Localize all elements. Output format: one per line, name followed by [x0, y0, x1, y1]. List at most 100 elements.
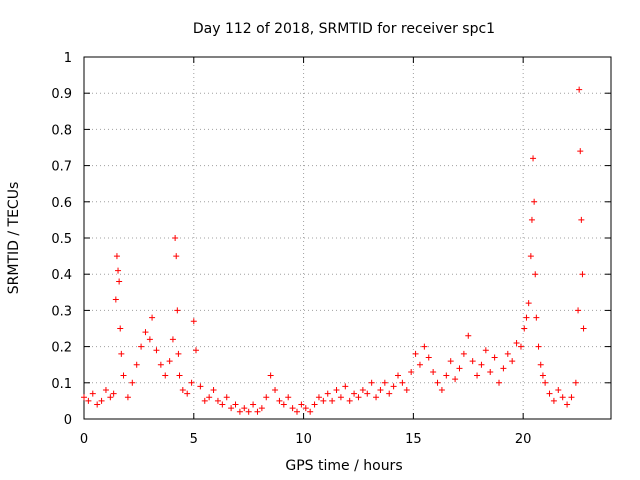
data-point	[157, 361, 164, 368]
data-point	[533, 314, 540, 321]
y-tick-label: 0.2	[51, 341, 72, 356]
data-point	[395, 372, 402, 379]
data-point	[525, 300, 532, 307]
data-point	[293, 408, 300, 415]
data-point	[173, 253, 180, 260]
data-point	[175, 350, 182, 357]
data-point	[169, 336, 176, 343]
data-point	[434, 379, 441, 386]
data-point	[267, 372, 274, 379]
y-tick-label: 0	[64, 413, 72, 428]
data-point	[112, 296, 119, 303]
data-point	[575, 307, 582, 314]
data-point	[500, 365, 507, 372]
data-point	[572, 379, 579, 386]
data-point	[438, 387, 445, 394]
data-point	[184, 390, 191, 397]
data-point	[531, 198, 538, 205]
data-point	[98, 397, 105, 404]
data-point	[116, 278, 123, 285]
data-point	[102, 387, 109, 394]
data-point	[521, 325, 528, 332]
data-point	[166, 358, 173, 365]
data-point	[214, 397, 221, 404]
data-point	[89, 390, 96, 397]
data-point	[487, 368, 494, 375]
x-tick-label: 10	[295, 432, 312, 447]
data-point	[176, 372, 183, 379]
data-point	[315, 394, 322, 401]
y-axis-title: SRMTID / TECUs	[6, 182, 22, 295]
data-point	[425, 354, 432, 361]
data-point	[491, 354, 498, 361]
data-point	[219, 401, 226, 408]
data-point	[236, 408, 243, 415]
data-point	[509, 358, 516, 365]
data-point	[118, 350, 125, 357]
data-point	[443, 372, 450, 379]
data-point	[504, 350, 511, 357]
data-point	[542, 379, 549, 386]
data-point	[146, 336, 153, 343]
data-point	[456, 365, 463, 372]
data-point	[324, 390, 331, 397]
data-point	[555, 387, 562, 394]
data-point	[403, 387, 410, 394]
data-point	[81, 394, 87, 401]
data-point	[162, 372, 169, 379]
y-tick-label: 0.1	[51, 377, 72, 392]
data-point	[368, 379, 375, 386]
data-point	[337, 394, 344, 401]
data-point	[188, 379, 195, 386]
data-point	[351, 390, 358, 397]
data-point	[120, 372, 127, 379]
data-point	[311, 401, 318, 408]
x-tick-label: 20	[515, 432, 532, 447]
data-point	[539, 372, 546, 379]
data-point	[192, 347, 199, 354]
data-point	[577, 148, 584, 155]
data-point	[302, 405, 309, 412]
data-point	[85, 397, 92, 404]
data-point	[527, 253, 534, 260]
data-point	[474, 372, 481, 379]
data-point	[149, 314, 156, 321]
axis-ticks: 00.10.20.30.40.50.60.70.80.910 5 10 15 20	[51, 51, 611, 447]
data-point	[469, 358, 476, 365]
data-point	[241, 405, 248, 412]
data-point	[537, 361, 544, 368]
data-point	[460, 350, 467, 357]
data-point	[576, 86, 583, 93]
data-point	[142, 329, 149, 336]
data-point	[179, 387, 186, 394]
x-tick-label: 15	[405, 432, 422, 447]
data-point	[550, 397, 557, 404]
data-point	[263, 394, 270, 401]
y-tick-label: 0.3	[51, 304, 72, 319]
data-point	[115, 267, 122, 274]
data-point	[124, 394, 131, 401]
data-point	[482, 347, 489, 354]
data-point	[535, 343, 542, 350]
data-point	[568, 394, 575, 401]
data-point	[412, 350, 419, 357]
data-point	[250, 401, 257, 408]
data-point	[386, 390, 393, 397]
data-point	[416, 361, 423, 368]
data-point	[272, 387, 279, 394]
data-point	[342, 383, 349, 390]
y-tick-label: 0.5	[51, 232, 72, 247]
data-point	[564, 401, 571, 408]
data-point	[138, 343, 145, 350]
data-point	[513, 339, 520, 346]
data-point	[320, 397, 327, 404]
data-point	[197, 383, 204, 390]
data-point	[346, 397, 353, 404]
y-tick-label: 1	[64, 51, 72, 66]
data-point	[107, 394, 114, 401]
data-point	[580, 325, 587, 332]
data-point	[174, 307, 181, 314]
data-point	[133, 361, 140, 368]
x-tick-label: 5	[190, 432, 198, 447]
